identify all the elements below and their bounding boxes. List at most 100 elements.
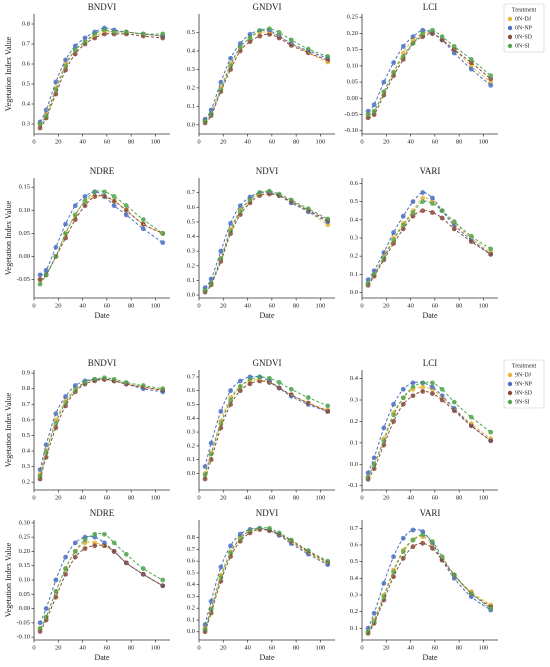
- x-tick-label: 0: [197, 494, 200, 501]
- x-axis-label: Date: [422, 653, 438, 662]
- fit-curve: [367, 535, 491, 632]
- data-point: [371, 102, 377, 108]
- legend-label: 0N-SD: [515, 34, 533, 40]
- x-tick-label: 80: [128, 644, 135, 651]
- legend-swatch: [507, 16, 513, 22]
- data-point: [63, 235, 68, 241]
- legend-swatch: [507, 390, 513, 396]
- y-tick-label: 0.1: [350, 271, 358, 278]
- x-tick-label: 80: [456, 138, 463, 145]
- y-tick-label: 0.2: [350, 608, 358, 615]
- y-tick-label: 0.00: [347, 95, 358, 102]
- legend-label: 9N-DJ: [515, 372, 532, 378]
- fit-curve: [39, 544, 163, 632]
- x-tick-label: 60: [269, 138, 276, 145]
- y-tick-label: 0.00: [19, 253, 30, 260]
- y-tick-label: 0.2: [187, 605, 195, 612]
- data-point: [37, 277, 43, 282]
- x-tick-label: 60: [432, 138, 439, 145]
- fit-curve: [204, 29, 328, 120]
- x-tick-label: 80: [456, 644, 463, 651]
- x-tick-label: 20: [383, 644, 390, 651]
- y-tick-label: 0.4: [22, 100, 31, 107]
- x-tick-label: 100: [151, 494, 161, 501]
- y-tick-label: 0.05: [19, 591, 30, 598]
- fit-curve: [39, 195, 163, 280]
- y-tick-label: 0.2: [187, 262, 195, 269]
- x-tick-label: 80: [128, 302, 135, 309]
- x-tick-label: 100: [316, 302, 326, 309]
- x-tick-label: 20: [220, 138, 227, 145]
- y-tick-label: 0.0: [187, 470, 195, 477]
- legend-title: Treatment: [512, 7, 537, 13]
- x-tick-label: 20: [55, 302, 62, 309]
- y-tick-label: 0.15: [19, 562, 30, 569]
- fit-curve: [39, 532, 163, 629]
- x-tick-label: 60: [269, 302, 276, 309]
- x-tick-label: 60: [432, 644, 439, 651]
- fit-curve: [39, 378, 163, 475]
- x-tick-label: 80: [293, 494, 300, 501]
- subplot-title: BNDVI: [88, 2, 117, 12]
- y-tick-label: 0.5: [187, 569, 195, 576]
- x-tick-label: 60: [104, 302, 111, 309]
- subplot-title: VARI: [420, 508, 441, 518]
- data-point: [391, 419, 396, 424]
- legend-label: 9N-NP: [515, 381, 533, 387]
- y-tick-label: 0.0: [187, 628, 195, 635]
- y-axis-label: Vegetation Index Value: [4, 542, 13, 617]
- y-tick-label: 0.4: [187, 47, 196, 54]
- legend-swatch: [507, 399, 513, 405]
- y-tick-label: 0.2: [187, 84, 195, 91]
- fit-curve: [367, 534, 492, 632]
- fit-curve: [39, 195, 163, 280]
- y-tick-label: 0.0: [350, 461, 358, 468]
- x-tick-label: 80: [293, 644, 300, 651]
- y-tick-label: 0.2: [350, 418, 358, 425]
- y-tick-label: 0.1: [350, 439, 358, 446]
- x-tick-label: 100: [479, 494, 489, 501]
- x-tick-label: 20: [383, 302, 390, 309]
- y-tick-label: -0.1: [348, 482, 358, 489]
- y-tick-label: 0.05: [19, 230, 30, 237]
- fit-curve: [39, 191, 164, 276]
- fit-curve: [39, 190, 164, 285]
- x-tick-label: 40: [407, 644, 414, 651]
- x-tick-label: 0: [32, 644, 35, 651]
- fit-curve: [367, 386, 492, 478]
- y-tick-label: 0.2: [350, 253, 358, 260]
- x-tick-label: 40: [244, 138, 251, 145]
- legend-box: [503, 3, 545, 53]
- y-tick-label: 0.6: [22, 60, 31, 67]
- x-tick-label: 80: [128, 494, 135, 501]
- subplot-title: NDVI: [256, 508, 279, 518]
- data-point: [420, 208, 426, 214]
- data-point: [208, 440, 214, 446]
- y-tick-label: 0.4: [187, 415, 196, 422]
- y-tick-label: 0.0: [187, 121, 195, 128]
- x-axis-label: Date: [259, 311, 275, 320]
- fit-curve: [367, 29, 492, 112]
- y-tick-label: 0.1: [187, 103, 195, 110]
- y-tick-label: 0.0: [350, 289, 358, 296]
- legend-label: 0N-NP: [515, 25, 533, 31]
- data-point: [160, 31, 166, 37]
- x-tick-label: 20: [220, 302, 227, 309]
- y-tick-label: 0.1: [187, 616, 195, 623]
- x-tick-label: 80: [456, 302, 463, 309]
- x-tick-label: 20: [55, 494, 62, 501]
- x-tick-label: 80: [293, 302, 300, 309]
- fit-curve: [204, 193, 328, 293]
- y-tick-label: 0.2: [187, 442, 195, 449]
- fit-curve: [367, 528, 491, 629]
- data-point: [102, 27, 107, 33]
- y-tick-label: 0.4: [22, 448, 31, 455]
- x-tick-label: 100: [316, 138, 326, 145]
- x-tick-label: 40: [244, 302, 251, 309]
- fit-curve: [39, 33, 163, 129]
- y-tick-label: 0.10: [19, 576, 30, 583]
- data-point: [430, 27, 435, 33]
- y-tick-label: 0.3: [22, 120, 30, 127]
- x-tick-label: 20: [55, 644, 62, 651]
